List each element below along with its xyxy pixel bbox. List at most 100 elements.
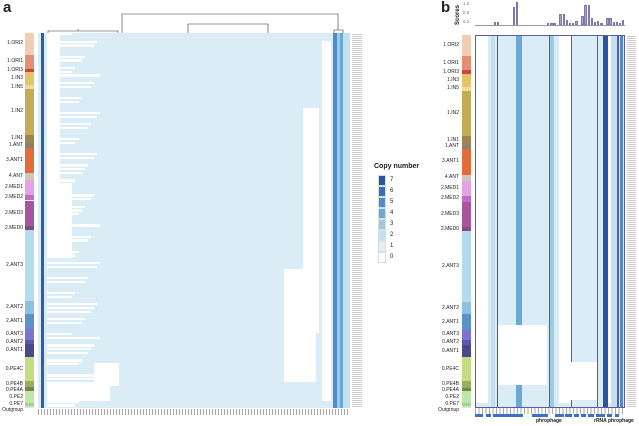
heatmap-absent-cells	[47, 276, 88, 279]
heatmap-column	[332, 33, 337, 408]
heatmap-column	[619, 36, 623, 407]
heatmap-absent-cells	[47, 156, 95, 159]
group-label: 1.ORI1	[7, 58, 23, 65]
score-bar	[612, 22, 616, 25]
score-bar	[621, 19, 625, 25]
group-label: 0.PE7	[445, 400, 459, 407]
group-band	[462, 86, 471, 91]
group-label: 2.MED1	[440, 185, 459, 192]
group-band	[25, 89, 34, 135]
score-bar	[587, 4, 591, 25]
region-segment	[486, 414, 491, 417]
region-segment	[565, 414, 572, 417]
legend-swatch	[378, 230, 386, 241]
region-segment	[574, 414, 579, 417]
row-labels-a	[352, 33, 362, 408]
group-band	[462, 387, 471, 391]
divider	[570, 36, 572, 407]
heatmap-absent-cells	[47, 44, 95, 47]
heatmap-absent-cells	[47, 378, 98, 381]
group-label: 1.ORI2	[7, 40, 23, 47]
score-bar	[553, 22, 556, 25]
heatmap-absent-cells	[47, 164, 88, 167]
heatmap-absent-cells	[47, 171, 82, 174]
legend-value: 4	[390, 210, 394, 216]
divider	[597, 36, 599, 407]
region-segment	[532, 414, 548, 417]
heatmap-absent-cells	[47, 261, 101, 264]
heatmap-absent-cells	[47, 336, 101, 339]
group-band	[462, 390, 471, 403]
group-label: Outgroup	[2, 407, 23, 414]
group-band	[462, 344, 471, 358]
heatmap-absent-cells	[476, 36, 488, 404]
group-label: 1.IN3	[11, 74, 23, 81]
group-label: 2.ANT1	[6, 318, 23, 325]
group-band	[462, 56, 471, 71]
group-band	[462, 73, 471, 87]
region-segment	[596, 414, 605, 417]
heatmap-absent-cells	[47, 310, 92, 313]
group-label: 1.IN5	[11, 83, 23, 90]
legend-swatch	[378, 241, 386, 252]
group-label: 2.ANT3	[442, 262, 459, 269]
legend-value: 5	[390, 199, 394, 205]
group-color-bar-b	[462, 35, 471, 408]
heatmap-absent-cells	[47, 138, 79, 141]
group-band	[25, 301, 34, 314]
heatmap-absent-cells	[47, 179, 76, 182]
ytick: 0.2	[463, 19, 470, 24]
group-band	[25, 313, 34, 330]
group-band	[25, 387, 34, 391]
heatmap-column	[490, 36, 496, 407]
group-band	[462, 90, 471, 137]
group-label: 3.ANT1	[442, 158, 459, 165]
legend-swatch	[378, 175, 386, 186]
group-label: 2.MED3	[4, 209, 23, 216]
heatmap-absent-cells	[47, 344, 95, 347]
heatmap-absent-cells	[47, 351, 88, 354]
group-label: 2.ANT2	[6, 303, 23, 310]
heatmap-absent-cells	[47, 100, 79, 103]
group-band	[462, 405, 471, 408]
heatmap-absent-cells	[47, 359, 82, 362]
group-label: 1.IN2	[447, 109, 459, 116]
group-band	[462, 196, 471, 202]
heatmap-column	[336, 33, 340, 408]
heatmap-absent-cells	[47, 81, 95, 84]
dendrogram	[47, 13, 344, 33]
heatmap-absent-cells	[606, 36, 613, 404]
heatmap-absent-cells	[47, 66, 76, 69]
heatmap-absent-cells	[47, 291, 76, 294]
heatmap-absent-cells	[558, 36, 571, 404]
group-label: 2.ANT3	[6, 261, 23, 268]
group-band	[462, 301, 471, 315]
score-bar	[559, 14, 562, 25]
annotation-rrna-phrophage: rRNA phrophage	[594, 418, 634, 424]
group-label: 0.PE4A	[442, 387, 459, 394]
scores-chart: Scores 1.0 0.6 0.2	[455, 1, 625, 28]
region-segment	[607, 414, 612, 417]
heatmap-column	[550, 36, 555, 407]
group-label: 0.ANT1	[442, 347, 459, 354]
group-band	[25, 33, 34, 55]
heatmap-column	[602, 36, 609, 407]
heatmap-absent-cells	[47, 333, 73, 336]
heatmap-absent-cells	[47, 96, 82, 99]
score-bar	[565, 19, 569, 25]
copy-number-legend: Copy number 7 6 5 4 3 2 1 0	[374, 163, 434, 263]
heatmap-absent-cells	[47, 363, 79, 366]
heatmap-absent-cells	[47, 265, 98, 268]
heatmap-column	[343, 33, 350, 408]
group-label: 0.PE4C	[441, 365, 459, 372]
legend-swatch	[378, 208, 386, 219]
group-label: 4.ANT	[444, 174, 459, 181]
heatmap-absent-cells	[47, 85, 92, 88]
group-band	[25, 71, 34, 85]
score-bar	[512, 7, 516, 25]
heatmap-absent-cells	[47, 381, 110, 401]
region-segment	[555, 414, 564, 417]
group-band	[462, 181, 471, 197]
group-label: 1.ORI3	[443, 68, 459, 75]
group-band	[25, 200, 34, 227]
